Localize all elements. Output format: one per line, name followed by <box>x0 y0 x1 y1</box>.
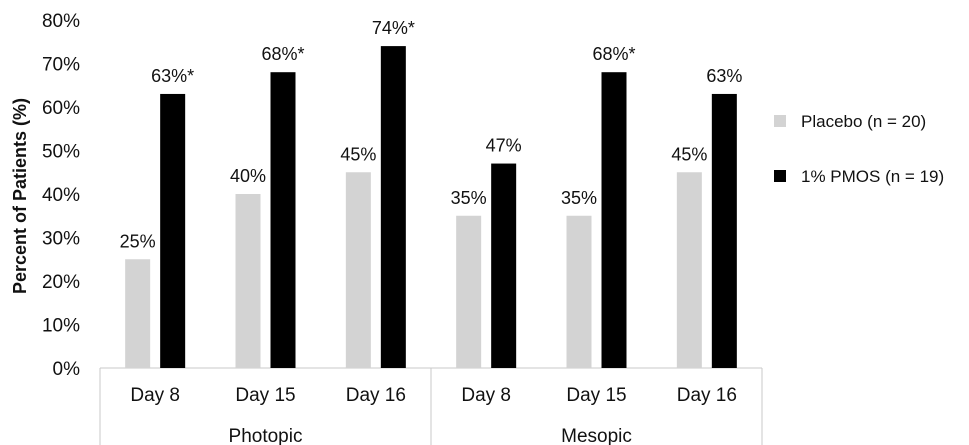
bar <box>491 163 517 368</box>
data-label: 68%* <box>261 44 304 64</box>
bar <box>160 93 186 368</box>
bar <box>345 172 371 368</box>
x-tick-label: Day 16 <box>346 385 406 406</box>
bar <box>601 72 627 368</box>
x-axis: Day 8 Day 15 Day 16 Photopic Day 8 Day 15 Day … <box>99 368 763 445</box>
data-label: 40% <box>230 166 266 186</box>
y-axis-label: Percent of Patients (%) <box>10 98 30 294</box>
x-tick-label: Day 16 <box>677 385 737 406</box>
data-label: 63%* <box>151 66 194 86</box>
data-label: 35% <box>561 188 597 208</box>
x-tick-label: Day 8 <box>461 385 511 406</box>
y-tick-label: 40% <box>42 185 80 206</box>
legend-swatch <box>774 170 786 182</box>
data-label: 74%* <box>372 18 415 38</box>
bar <box>676 172 702 368</box>
x-group-label: Photopic <box>229 426 303 445</box>
y-tick-label: 20% <box>42 272 80 293</box>
y-tick-label: 70% <box>42 55 80 76</box>
bar <box>566 215 592 368</box>
bar <box>235 194 261 368</box>
data-label: 47% <box>486 136 522 156</box>
y-tick-label: 50% <box>42 142 80 163</box>
data-label: 25% <box>120 231 156 251</box>
y-axis: Percent of Patients (%) 0% 10% 20% 30% 40% 50… <box>10 11 80 380</box>
y-tick-labels: 0% 10% 20% 30% 40% 50% 60% 70% 80% <box>42 11 80 380</box>
x-tick-label: Day 8 <box>130 385 180 406</box>
bar <box>456 215 482 368</box>
bar <box>711 93 737 368</box>
data-label: 68%* <box>592 44 635 64</box>
bar <box>270 72 296 368</box>
data-label: 45% <box>671 144 707 164</box>
y-tick-label: 60% <box>42 98 80 119</box>
y-tick-label: 30% <box>42 229 80 250</box>
legend-swatch <box>774 115 786 127</box>
data-label: 45% <box>340 144 376 164</box>
y-tick-label: 80% <box>42 11 80 32</box>
data-label: 35% <box>451 188 487 208</box>
legend: Placebo (n = 20) 1% PMOS (n = 19) <box>774 112 944 186</box>
legend-label: Placebo (n = 20) <box>801 112 926 131</box>
y-tick-label: 0% <box>53 359 81 380</box>
y-tick-label: 10% <box>42 316 80 337</box>
x-group-label: Mesopic <box>561 426 632 445</box>
legend-label: 1% PMOS (n = 19) <box>801 167 944 186</box>
data-label: 63% <box>706 66 742 86</box>
x-tick-label: Day 15 <box>566 385 626 406</box>
bar <box>125 259 151 368</box>
plot-area: 25% 63%* 40% 68%* 45% 74%* 35% 47% 35% 68%* 45% 63% <box>100 18 762 369</box>
bar <box>380 46 406 368</box>
x-tick-label: Day 15 <box>235 385 295 406</box>
